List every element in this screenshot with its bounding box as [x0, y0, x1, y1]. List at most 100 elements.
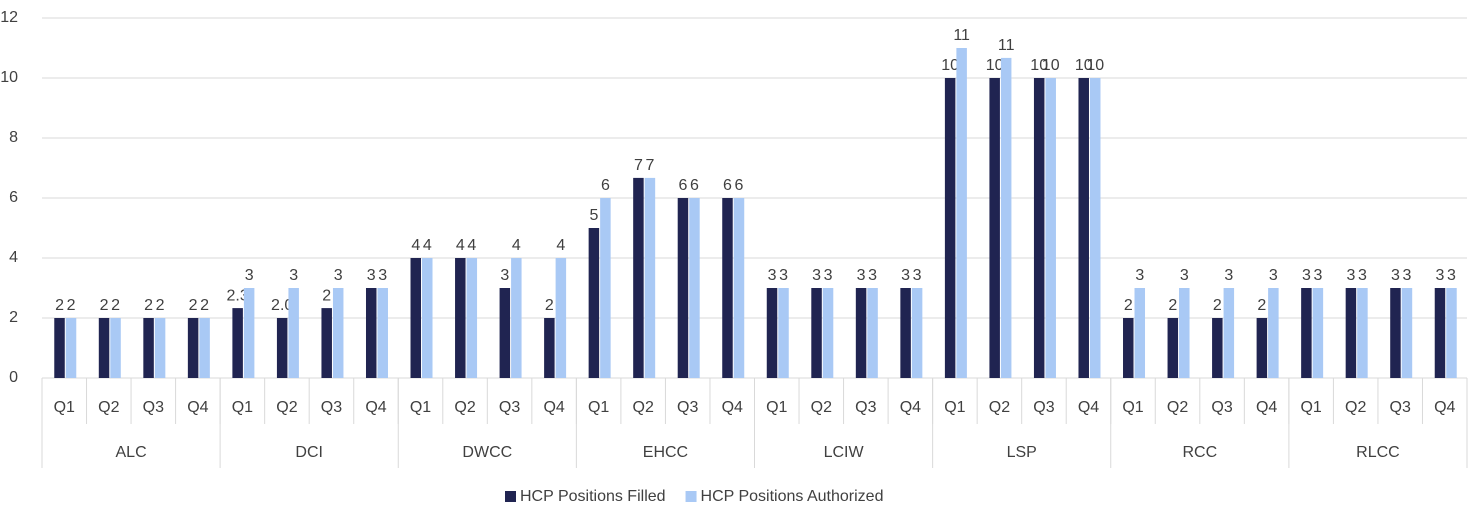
bar: [1212, 318, 1223, 378]
data-label: 6: [601, 177, 610, 194]
data-label: 4: [423, 237, 432, 254]
bar: [1223, 288, 1235, 378]
data-label: 2.3: [227, 287, 249, 304]
data-label: 4: [456, 237, 465, 254]
y-tick-label: 12: [0, 9, 18, 26]
x-tick-label: Q3: [855, 399, 876, 416]
bar: [644, 177, 656, 378]
data-label: 5: [589, 207, 598, 224]
bar: [365, 288, 377, 378]
bar: [232, 308, 243, 378]
data-label: 11: [998, 37, 1015, 54]
bar: [466, 258, 478, 378]
data-label: 2: [1213, 297, 1222, 314]
bar: [956, 48, 967, 378]
x-tick-label: Q2: [1167, 399, 1188, 416]
data-label: 3: [367, 267, 376, 284]
bar: [1078, 78, 1089, 378]
data-label: 3: [913, 267, 922, 284]
data-label: 3: [1180, 267, 1189, 284]
x-tick-label: Q1: [1300, 399, 1321, 416]
bar: [722, 198, 733, 378]
bar: [544, 318, 555, 378]
x-tick-label: Q1: [1122, 399, 1143, 416]
bar: [276, 318, 288, 378]
bar: [1401, 288, 1413, 378]
data-label: 10: [1042, 57, 1060, 74]
x-tick-label: Q1: [232, 399, 253, 416]
bar: [154, 318, 166, 378]
x-tick-label: Q1: [766, 399, 787, 416]
group-label: RCC: [1182, 444, 1217, 461]
x-tick-label: Q2: [811, 399, 832, 416]
data-label: 3: [378, 267, 387, 284]
bar: [911, 288, 923, 378]
bar: [455, 258, 466, 378]
bar: [1390, 288, 1401, 378]
bar: [1179, 288, 1190, 378]
data-label: 3: [334, 267, 343, 284]
x-tick-label: Q1: [588, 399, 609, 416]
data-label: 3: [779, 267, 788, 284]
bar: [555, 258, 567, 378]
x-tick-label: Q2: [1345, 399, 1366, 416]
bar: [1123, 318, 1134, 378]
bar: [422, 258, 433, 378]
data-label: 10: [1086, 57, 1104, 74]
y-tick-label: 8: [9, 129, 18, 146]
data-label: 10: [986, 57, 1004, 74]
x-tick-label: Q4: [365, 399, 386, 416]
bar: [677, 198, 689, 378]
group-label: LSP: [1007, 444, 1037, 461]
bar: [499, 288, 511, 378]
bar: [944, 78, 956, 378]
group-label: DWCC: [462, 444, 512, 461]
bar: [733, 198, 745, 378]
bar: [187, 318, 199, 378]
legend-swatch: [505, 491, 516, 502]
data-label: 2: [111, 297, 120, 314]
data-label: 3: [768, 267, 777, 284]
bar: [1000, 57, 1012, 379]
data-label: 2: [1124, 297, 1133, 314]
bar: [811, 288, 822, 378]
x-tick-label: Q2: [989, 399, 1010, 416]
bar: [778, 288, 789, 378]
data-label: 3: [868, 267, 877, 284]
data-label: 2: [322, 287, 331, 304]
bar: [588, 228, 600, 378]
bar: [65, 318, 77, 378]
y-tick-label: 2: [9, 309, 18, 326]
x-tick-label: Q3: [1211, 399, 1232, 416]
data-label: 3: [824, 267, 833, 284]
data-label: 2: [67, 297, 76, 314]
y-tick-label: 6: [9, 189, 18, 206]
bar: [1033, 78, 1045, 378]
data-label: 2: [545, 297, 554, 314]
x-tick-label: Q3: [321, 399, 342, 416]
data-label: 3: [500, 267, 509, 284]
data-label: 2.0: [271, 297, 293, 314]
data-label: 3: [1224, 267, 1233, 284]
data-label: 3: [1391, 267, 1400, 284]
x-tick-label: Q4: [1078, 399, 1099, 416]
bar: [855, 288, 867, 378]
data-label: 3: [1436, 267, 1445, 284]
x-tick-label: Q4: [1256, 399, 1277, 416]
bar: [143, 318, 154, 378]
x-tick-label: Q1: [54, 399, 75, 416]
data-label: 4: [411, 237, 420, 254]
bar: [1434, 288, 1446, 378]
data-label: 2: [189, 297, 198, 314]
data-label: 3: [245, 267, 254, 284]
data-label: 6: [679, 177, 688, 194]
data-label: 3: [857, 267, 866, 284]
x-tick-label: Q3: [1033, 399, 1054, 416]
x-tick-label: Q3: [143, 399, 164, 416]
group-label: DCI: [295, 444, 323, 461]
data-label: 10: [1075, 57, 1093, 74]
x-tick-label: Q1: [944, 399, 965, 416]
x-tick-label: Q3: [1390, 399, 1411, 416]
data-label: 3: [812, 267, 821, 284]
